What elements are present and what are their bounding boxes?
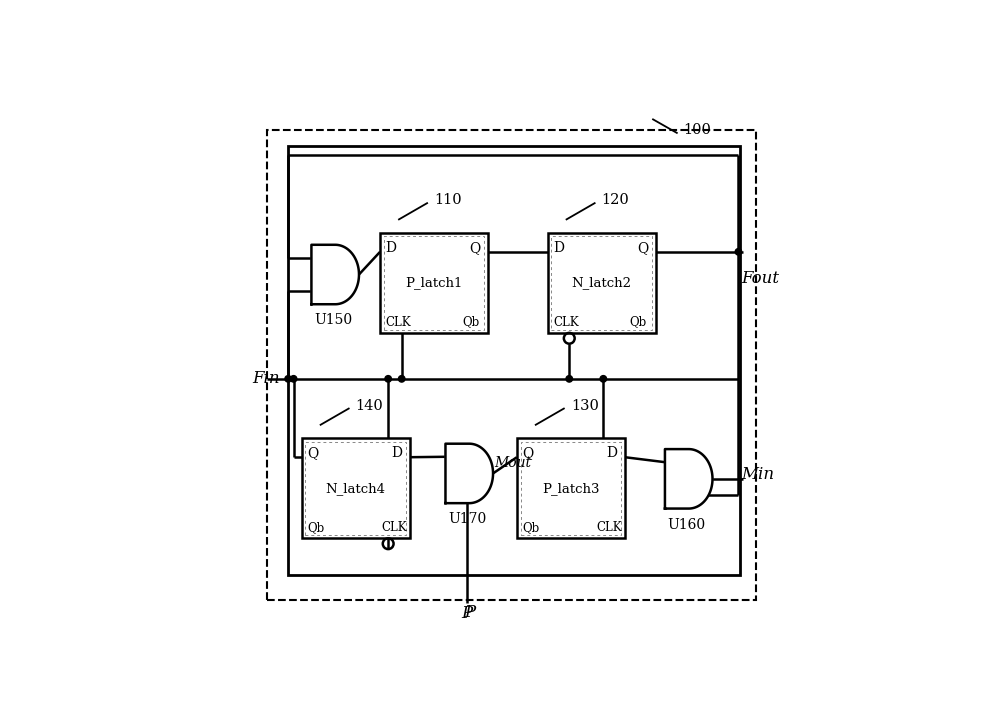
Circle shape (600, 376, 607, 382)
Text: CLK: CLK (382, 521, 407, 534)
Text: P_latch1: P_latch1 (405, 277, 463, 289)
Text: 130: 130 (571, 399, 599, 413)
Text: Q: Q (637, 241, 648, 255)
Circle shape (735, 249, 742, 255)
FancyBboxPatch shape (288, 147, 740, 575)
Circle shape (385, 376, 391, 382)
Text: 140: 140 (356, 399, 383, 413)
Text: P: P (464, 604, 475, 621)
Text: 100: 100 (683, 123, 711, 137)
FancyBboxPatch shape (302, 438, 410, 538)
Text: U160: U160 (668, 518, 706, 532)
Text: P_latch3: P_latch3 (542, 482, 600, 495)
Text: Q: Q (522, 446, 533, 461)
Text: Min: Min (741, 466, 774, 483)
Text: D: D (553, 241, 564, 255)
Text: N_latch2: N_latch2 (572, 277, 632, 289)
Text: N_latch4: N_latch4 (326, 482, 386, 495)
Circle shape (290, 376, 297, 382)
Text: Qb: Qb (630, 316, 647, 329)
Polygon shape (311, 245, 359, 304)
Polygon shape (445, 444, 493, 503)
Text: CLK: CLK (597, 521, 622, 534)
Text: D: D (391, 446, 402, 461)
Text: Mout: Mout (495, 456, 532, 470)
Text: D: D (385, 241, 396, 255)
Polygon shape (665, 449, 712, 508)
Text: 110: 110 (434, 194, 462, 208)
Text: 120: 120 (602, 194, 629, 208)
FancyBboxPatch shape (380, 233, 488, 333)
Text: Qb: Qb (307, 521, 324, 534)
Text: Qb: Qb (462, 316, 479, 329)
Text: CLK: CLK (385, 316, 411, 329)
FancyBboxPatch shape (517, 438, 625, 538)
Text: Q: Q (469, 241, 481, 255)
Text: Q: Q (307, 446, 318, 461)
Circle shape (285, 376, 291, 382)
Text: Fin: Fin (252, 371, 280, 388)
Text: Qb: Qb (522, 521, 539, 534)
Circle shape (398, 376, 405, 382)
Text: U150: U150 (314, 314, 352, 327)
Circle shape (566, 376, 572, 382)
Text: Fout: Fout (741, 270, 779, 287)
Text: P: P (461, 605, 472, 623)
Text: U170: U170 (448, 512, 486, 526)
Text: D: D (606, 446, 617, 461)
Text: CLK: CLK (553, 316, 579, 329)
FancyBboxPatch shape (548, 233, 656, 333)
